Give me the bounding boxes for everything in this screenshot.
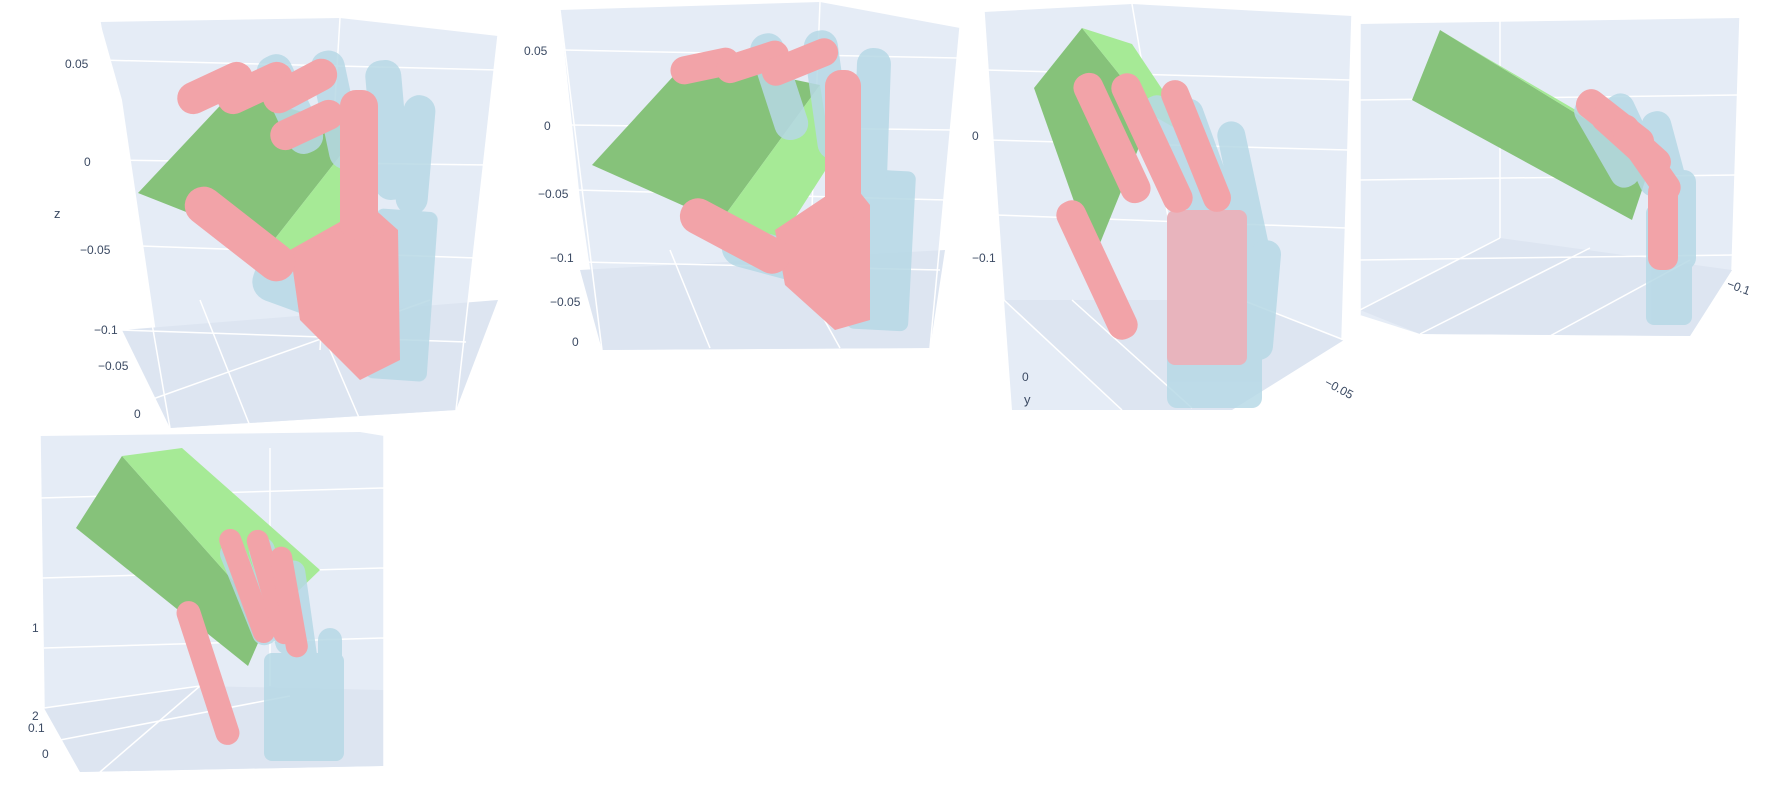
scene-3-plot[interactable]: 0 −0.1 0 −0.05 y	[972, 0, 1354, 414]
scene-5-tick-0: 1	[32, 621, 39, 635]
scene-4-pred-hand	[1575, 89, 1681, 270]
scene-2-svg: 0.05 0 −0.05 −0.1 −0.05 0	[524, 1, 961, 351]
scene-2-tick-0: 0.05	[524, 44, 548, 58]
scene-2-tick-4: −0.05	[550, 295, 581, 309]
scene-5-tick-3: 0	[42, 747, 49, 761]
scene-4-object	[1412, 30, 1670, 220]
scene-5-tick-2: 0.1	[28, 721, 45, 735]
scene-1-plot[interactable]: 0.05 0 −0.05 −0.1 −0.05 0 z	[0, 0, 505, 432]
scene-1-tick-4: −0.05	[98, 359, 129, 373]
scene-4-plot[interactable]: −0.1	[1360, 0, 1786, 350]
scene-3-tick-2: 0	[1022, 370, 1029, 384]
scene-1-axis-title: z	[54, 206, 61, 221]
scene-3-svg: 0 −0.1 0 −0.05 y	[972, 3, 1354, 411]
scene-5-tick-1: 2	[32, 709, 39, 723]
scene-1-svg: 0.05 0 −0.05 −0.1 −0.05 0 z	[54, 17, 499, 429]
scene-4-tick-0: −0.1	[1725, 277, 1752, 298]
scene-3-pred-hand	[1056, 72, 1247, 365]
scene-1-tick-1: 0	[84, 155, 91, 169]
scene-2-tick-1: 0	[544, 119, 551, 133]
scene-4-svg: −0.1	[1360, 17, 1752, 337]
scene-1-tick-3: −0.1	[94, 323, 118, 337]
scene-2-tick-5: 0	[572, 335, 579, 349]
scene-3-tick-3: −0.05	[1322, 375, 1354, 402]
scene-1-tick-2: −0.05	[80, 243, 111, 257]
scene-2-plot[interactable]: 0.05 0 −0.05 −0.1 −0.05 0	[520, 0, 965, 360]
scene-2-tick-3: −0.1	[550, 251, 574, 265]
scene-5-pred-hand	[176, 528, 308, 745]
scene-1-pred-hand	[177, 58, 400, 380]
scene-3-axis-title: y	[1024, 392, 1031, 407]
scene-2-tick-2: −0.05	[538, 187, 569, 201]
scene-5-plot[interactable]: 1 2 0.1 0	[0, 428, 390, 773]
scene-2-pred-hand	[670, 38, 870, 330]
scene-3-tick-0: 0	[972, 129, 979, 143]
scene-5-svg: 1 2 0.1 0	[28, 432, 385, 773]
scene-1-tick-0: 0.05	[65, 57, 89, 71]
scene-3-tick-1: −0.1	[972, 251, 996, 265]
scene-1-tick-5: 0	[134, 407, 141, 421]
